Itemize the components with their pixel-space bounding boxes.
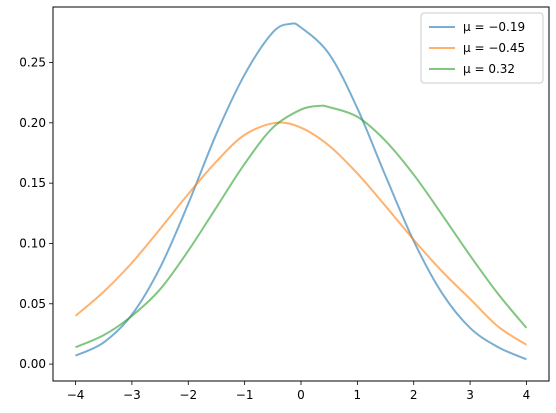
legend-label: μ = −0.45 <box>463 41 525 55</box>
series-line-2 <box>74 121 527 346</box>
x-tick-label: 4 <box>523 388 531 402</box>
x-tick-label: −3 <box>123 388 141 402</box>
x-axis: −4 −3 −2 −1 0 1 2 3 4 <box>67 381 531 402</box>
y-tick-label: 0.00 <box>19 357 46 371</box>
legend-label: μ = 0.32 <box>463 62 515 76</box>
legend-label: μ = −0.19 <box>463 20 525 34</box>
y-tick-label: 0.25 <box>19 55 46 69</box>
legend: μ = −0.19 μ = −0.45 μ = 0.32 <box>420 12 544 84</box>
legend-box <box>420 12 544 84</box>
x-tick-label: 0 <box>297 388 305 402</box>
y-axis: 0.00 0.05 0.10 0.15 0.20 0.25 <box>19 55 53 371</box>
y-tick-label: 0.10 <box>19 236 46 250</box>
y-tick-label: 0.15 <box>19 176 46 190</box>
x-tick-label: −1 <box>236 388 254 402</box>
x-tick-label: −2 <box>179 388 197 402</box>
x-tick-label: 3 <box>466 388 474 402</box>
x-tick-label: −4 <box>67 388 85 402</box>
series-line-3 <box>75 104 528 349</box>
x-tick-label: 2 <box>410 388 418 402</box>
y-tick-label: 0.05 <box>19 297 46 311</box>
y-tick-label: 0.20 <box>19 116 46 130</box>
series-line-1 <box>75 22 527 361</box>
plot-lines <box>74 22 528 361</box>
x-tick-label: 1 <box>354 388 362 402</box>
